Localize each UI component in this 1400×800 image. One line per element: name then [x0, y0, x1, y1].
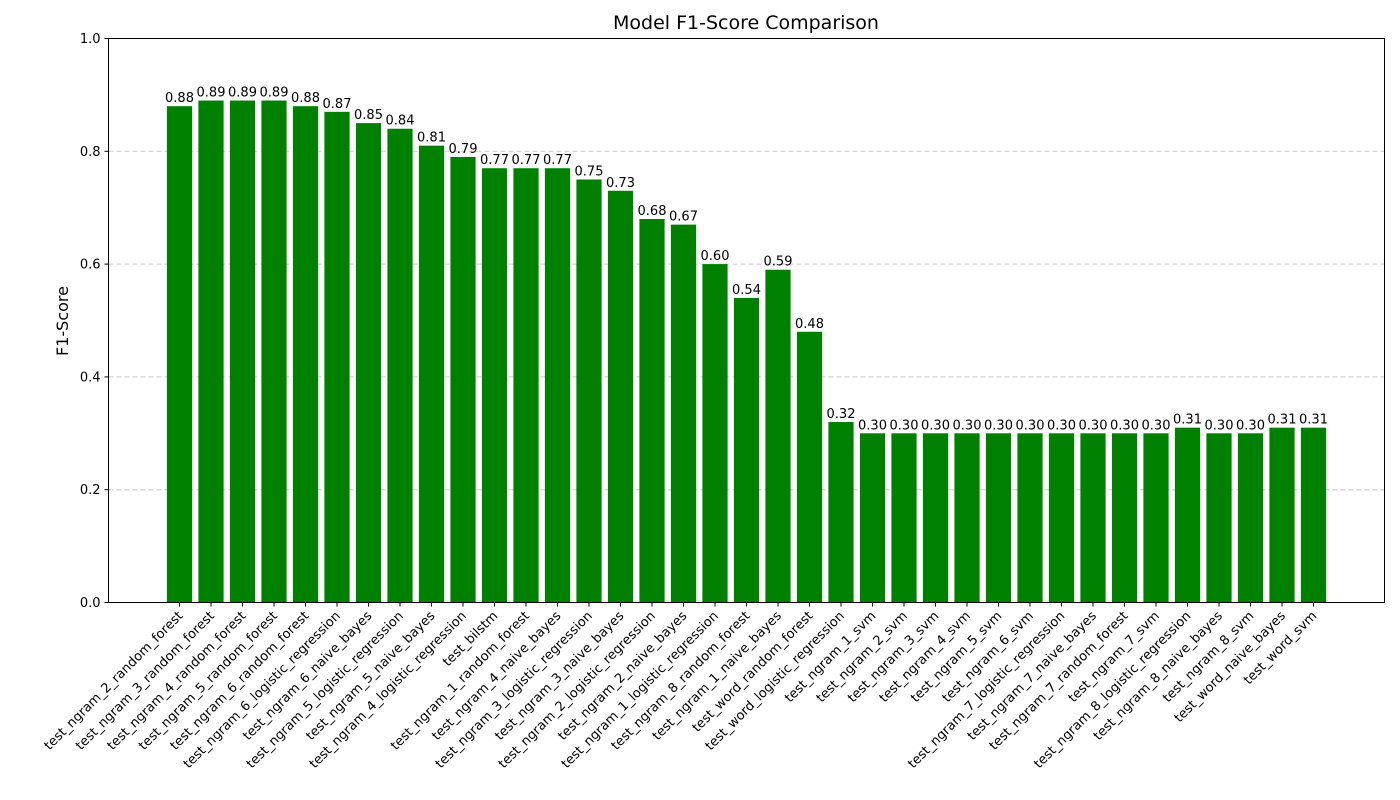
bar: [733, 297, 760, 603]
bar-value-label: 0.30: [1142, 418, 1171, 433]
bar-value-label: 0.48: [795, 317, 824, 332]
bar-value-label: 0.89: [228, 86, 257, 101]
bar: [891, 433, 917, 603]
bar: [544, 168, 571, 603]
bar-value-label: 0.89: [260, 86, 289, 101]
bar-value-label: 0.77: [512, 153, 541, 168]
bar-value-label: 0.67: [669, 210, 698, 225]
bar-value-labels: 0.88 0.89 0.89 0.89 0.88 0.870.85 0.840.810.79…: [165, 86, 1328, 434]
bar-value-label: 0.30: [1016, 418, 1045, 433]
bar-value-label: 0.30: [984, 418, 1013, 433]
bar-value-label: 0.88: [291, 91, 320, 106]
bar: [166, 106, 193, 603]
bar-value-label: 0.30: [858, 418, 887, 433]
bar: [1237, 433, 1264, 603]
y-tick-label: 1.0: [80, 32, 101, 47]
bar: [670, 224, 697, 603]
bar-value-label: 0.89: [197, 86, 226, 101]
bar-value-label: 0.87: [323, 97, 352, 112]
bar-value-label: 0.60: [701, 249, 730, 264]
y-tick-label: 0.2: [80, 483, 101, 498]
bar-value-label: 0.30: [1110, 418, 1139, 433]
bar: [1111, 433, 1138, 603]
y-tick-label: 0.8: [80, 145, 101, 160]
bar: [922, 433, 949, 603]
bar: [513, 168, 539, 603]
y-tick-label: 0.4: [80, 370, 101, 385]
bar: [702, 264, 728, 603]
bars: [166, 100, 1327, 603]
bar: [292, 106, 319, 603]
bar: [859, 433, 886, 603]
bar: [765, 269, 791, 603]
chart-title: Model F1-Score Comparison: [613, 12, 879, 34]
bar: [1300, 427, 1327, 603]
bar-value-label: 0.30: [921, 418, 950, 433]
bar-value-label: 0.79: [449, 142, 478, 157]
bar-value-label: 0.84: [386, 114, 415, 129]
bar-value-label: 0.31: [1268, 413, 1297, 428]
bar: [828, 422, 854, 603]
bar-value-label: 0.81: [417, 131, 446, 146]
bar-value-label: 0.54: [732, 283, 761, 298]
bar-value-label: 0.31: [1173, 413, 1202, 428]
bar-value-label: 0.30: [890, 418, 919, 433]
bar: [261, 100, 287, 603]
y-tick-labels: 0.0 0.2 0.4 0.6 0.8 1.0: [80, 32, 109, 611]
bar: [198, 100, 224, 603]
bar: [1048, 433, 1075, 603]
bar-value-label: 0.85: [354, 108, 383, 123]
bar: [1017, 433, 1043, 603]
bar: [576, 179, 602, 603]
bar: [1080, 433, 1106, 603]
bar: [1206, 433, 1232, 603]
bar: [229, 100, 256, 603]
bar: [985, 433, 1012, 603]
bar-value-label: 0.75: [575, 165, 604, 180]
bar: [1174, 427, 1201, 603]
bar-value-label: 0.30: [953, 418, 982, 433]
bar: [1143, 433, 1169, 603]
bar: [387, 128, 413, 603]
bar: [418, 145, 445, 603]
plot-frame: [108, 38, 1385, 603]
bar-value-label: 0.30: [1236, 418, 1265, 433]
bar: [607, 190, 634, 603]
grid-lines: [108, 150, 1385, 491]
bar: [1269, 427, 1295, 603]
bar-value-label: 0.31: [1299, 413, 1328, 428]
bar-value-label: 0.30: [1047, 418, 1076, 433]
bar-value-label: 0.68: [638, 204, 667, 219]
y-tick-label: 0.0: [80, 596, 101, 611]
bar-value-label: 0.77: [543, 153, 572, 168]
bar: [796, 331, 823, 603]
bar: [355, 123, 382, 603]
bar: [450, 156, 476, 603]
bar-value-label: 0.77: [480, 153, 509, 168]
bar-value-label: 0.73: [606, 176, 635, 191]
bar: [481, 168, 508, 603]
bar-value-label: 0.30: [1205, 418, 1234, 433]
bar-value-label: 0.32: [827, 407, 856, 422]
x-tick-labels: test_ngram_2_random_foresttest_ngram_3_r…: [42, 602, 1320, 772]
y-axis-label: F1-Score: [53, 286, 72, 356]
bar-value-label: 0.59: [764, 255, 793, 270]
bar: [324, 111, 350, 603]
bar: [639, 218, 665, 603]
bar-value-label: 0.30: [1079, 418, 1108, 433]
bar-value-label: 0.88: [165, 91, 194, 106]
y-tick-label: 0.6: [80, 258, 101, 273]
bar: [954, 433, 980, 603]
